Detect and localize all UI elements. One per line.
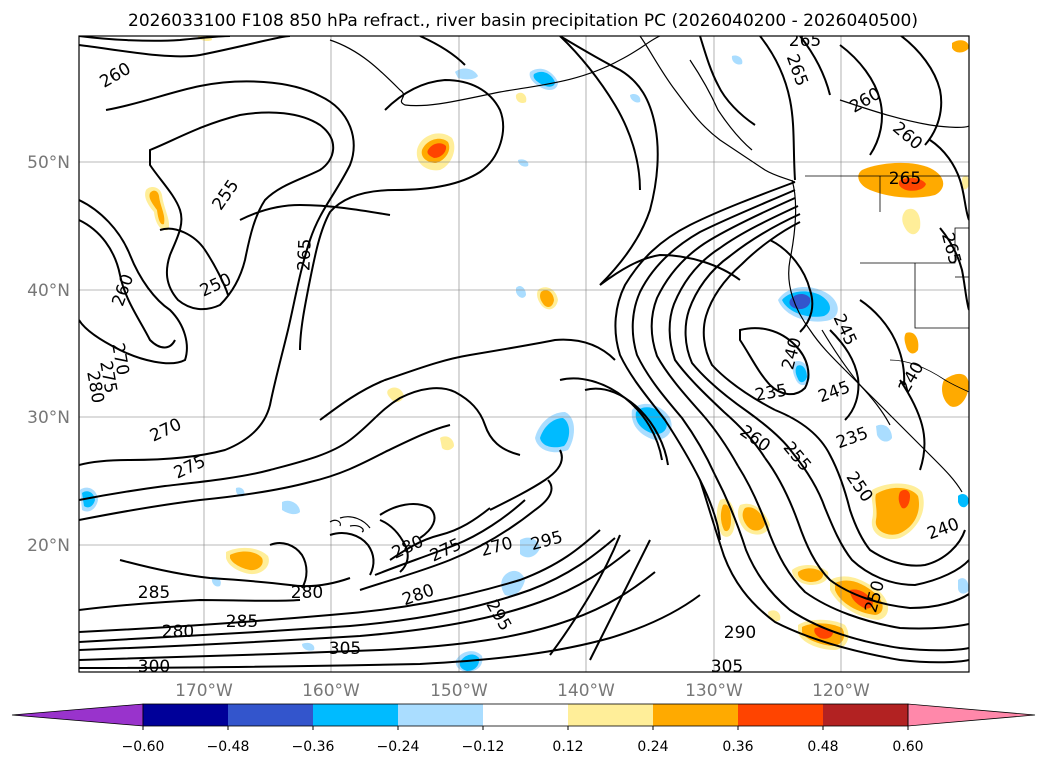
precip-patch xyxy=(230,551,263,571)
colorbar-tick-label: 0.24 xyxy=(637,739,668,755)
colorbar-tick-label: −0.60 xyxy=(122,739,165,755)
colorbar-extend-low xyxy=(11,703,144,727)
precip-patch xyxy=(302,642,315,651)
colorbar-tick-label: −0.12 xyxy=(462,739,505,755)
refractivity-contours xyxy=(79,36,969,669)
colorbar-tick-label: −0.24 xyxy=(377,739,420,755)
precip-patch xyxy=(795,365,807,383)
contour-label: 265 xyxy=(294,238,315,271)
colorbar-segment xyxy=(483,704,568,726)
colorbar-segment xyxy=(823,704,908,726)
precip-patch xyxy=(962,175,969,190)
precip-patch xyxy=(876,424,892,442)
precip-patch xyxy=(540,418,570,448)
precip-patch xyxy=(459,654,480,671)
precip-patch xyxy=(455,68,478,80)
lat-tick-label: 20°N xyxy=(27,536,70,556)
lon-tick-label: 150°W xyxy=(430,681,488,701)
map-frame xyxy=(78,35,970,673)
precip-patch xyxy=(630,93,641,103)
contour-label: 305 xyxy=(329,639,361,659)
precip-patch xyxy=(958,494,969,508)
precip-patch xyxy=(282,500,300,515)
colorbar-tick-label: 0.48 xyxy=(807,739,838,755)
precip-patch xyxy=(898,177,926,191)
latitude-labels: 50°N 40°N 30°N 20°N xyxy=(27,153,70,556)
precip-patch xyxy=(720,504,731,532)
precip-patch xyxy=(149,190,165,225)
colorbar-tick-label: 0.12 xyxy=(552,739,583,755)
colorbar-tick-label: −0.36 xyxy=(292,739,335,755)
precip-patch xyxy=(898,489,910,509)
contour-label: 280 xyxy=(162,622,194,642)
precip-patch xyxy=(520,537,540,558)
precip-patch xyxy=(742,507,765,531)
colorbar-tick-label: 0.36 xyxy=(722,739,753,755)
colorbar-segment xyxy=(398,704,483,726)
colorbar-tick-label: 0.60 xyxy=(892,739,923,755)
precip-patch xyxy=(902,208,921,235)
contour-label: 285 xyxy=(226,612,258,632)
lon-tick-label: 140°W xyxy=(557,681,615,701)
contour-label: 265 xyxy=(789,31,821,51)
contour-label: 300 xyxy=(138,657,170,677)
lon-tick-label: 120°W xyxy=(812,681,870,701)
precip-patch xyxy=(501,570,525,596)
coastlines xyxy=(329,36,969,533)
contour-label: 285 xyxy=(138,583,170,603)
political-borders xyxy=(805,175,969,393)
colorbar-segment xyxy=(568,704,653,726)
precip-patch xyxy=(82,491,95,508)
lat-tick-label: 30°N xyxy=(27,408,70,428)
precipitation-anomaly-fills xyxy=(80,36,969,672)
precip-patch xyxy=(518,159,529,167)
precip-patch xyxy=(440,436,454,451)
precip-patch xyxy=(516,285,526,298)
precip-patch xyxy=(789,294,811,310)
colorbar-segment xyxy=(228,704,313,726)
contour-label: 290 xyxy=(724,623,756,643)
colorbar-tick-label: −0.48 xyxy=(207,739,250,755)
colorbar-frame xyxy=(142,703,909,727)
precip-patch xyxy=(533,71,555,87)
precip-patch xyxy=(952,40,969,53)
precip-patch xyxy=(958,578,969,594)
precip-patch xyxy=(427,143,447,158)
colorbar-segment xyxy=(143,704,228,726)
contour-label: 265 xyxy=(889,169,921,189)
colorbar-segment xyxy=(738,704,823,726)
colorbar-extend-high xyxy=(907,703,1036,727)
lon-tick-label: 160°W xyxy=(302,681,360,701)
lat-tick-label: 40°N xyxy=(27,281,70,301)
precip-patch xyxy=(797,568,824,582)
lon-tick-label: 130°W xyxy=(685,681,743,701)
precip-patch xyxy=(731,55,743,65)
lat-tick-label: 50°N xyxy=(27,153,70,173)
colorbar-segment xyxy=(653,704,738,726)
precip-patch xyxy=(904,332,919,354)
contour-label: 305 xyxy=(711,657,743,677)
precip-patch xyxy=(515,92,527,104)
contour-label: 280 xyxy=(291,583,323,603)
precip-patch xyxy=(540,290,554,308)
lon-tick-label: 170°W xyxy=(175,681,233,701)
longitude-labels: 170°W 160°W 150°W 140°W 130°W 120°W xyxy=(175,681,870,701)
chart-title: 2026033100 F108 850 hPa refract., river … xyxy=(128,11,918,31)
colorbar-segment xyxy=(313,704,398,726)
colorbar: −0.60 −0.48 −0.36 −0.24 −0.12 0.12 0.24 0.36 0.4… xyxy=(11,703,1036,755)
